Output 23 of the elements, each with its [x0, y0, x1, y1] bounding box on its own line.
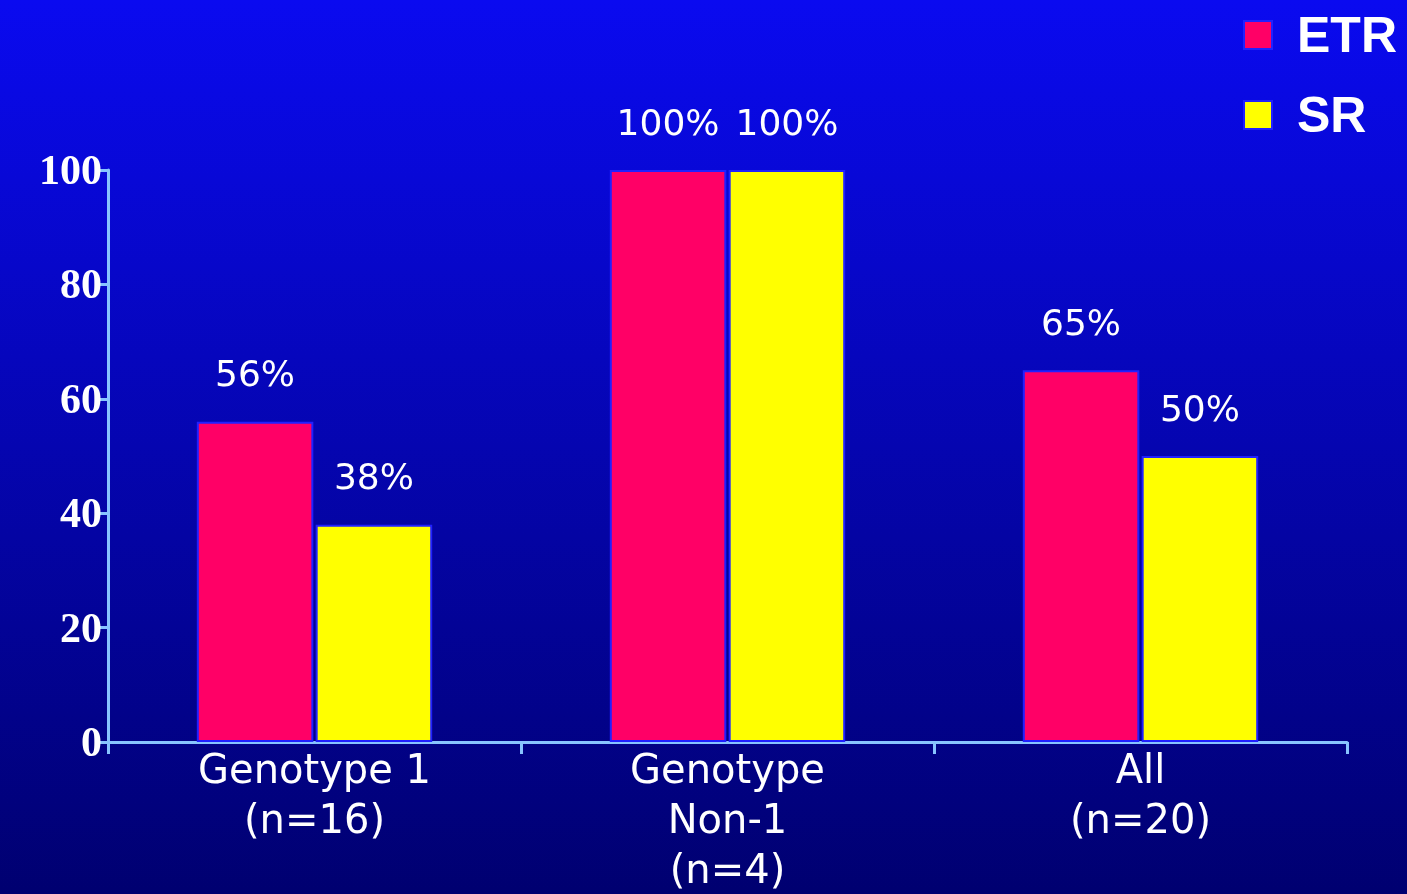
y-tick-label: 100 — [39, 147, 102, 193]
data-label: 100% — [616, 101, 720, 143]
x-tick-label: Genotype 1 (n=16) — [198, 746, 431, 842]
y-tick-label: 0 — [81, 719, 102, 765]
bar — [1141, 456, 1259, 742]
bar — [315, 524, 433, 742]
x-tick-label: All (n=20) — [1070, 746, 1211, 842]
legend-label: ETR — [1297, 7, 1397, 63]
bar — [1022, 370, 1140, 742]
bar — [728, 170, 846, 742]
data-label: 50% — [1159, 387, 1240, 429]
legend-label: SR — [1297, 87, 1367, 143]
data-label: 65% — [1041, 301, 1122, 343]
y-tick-label: 80 — [60, 261, 102, 308]
data-label: 100% — [735, 101, 839, 143]
y-tick-label: 20 — [60, 604, 102, 651]
y-tick-label: 40 — [60, 490, 102, 537]
data-label: 38% — [333, 456, 414, 498]
data-label: 56% — [215, 353, 296, 395]
x-tick-label: Genotype Non-1 (n=4) — [630, 746, 825, 892]
y-tick-label: 60 — [60, 375, 102, 422]
bar — [609, 170, 727, 742]
bar — [196, 421, 314, 742]
